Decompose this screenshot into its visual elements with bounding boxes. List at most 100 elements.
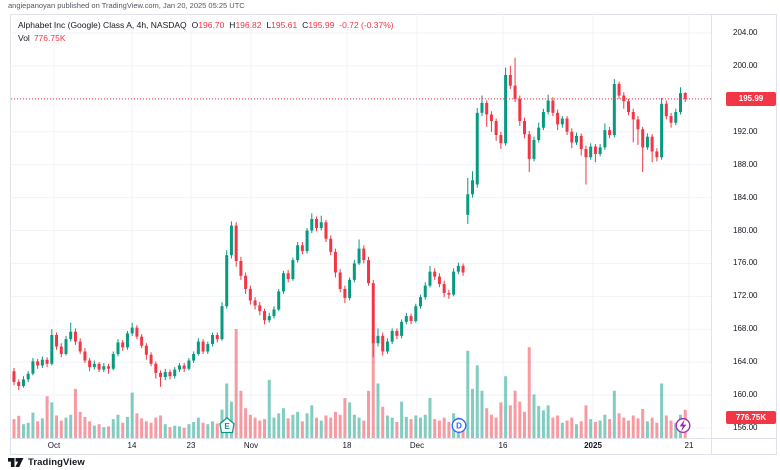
- volume-bar: [348, 402, 352, 438]
- time-axis-label: Oct: [47, 441, 61, 450]
- candle-body: [36, 361, 40, 366]
- candle-wick: [632, 108, 634, 143]
- candle-body: [589, 146, 593, 158]
- candle-body: [64, 339, 68, 354]
- volume-bar: [64, 417, 68, 438]
- candle-body: [480, 102, 484, 113]
- time-axis-label: 18: [342, 441, 352, 450]
- volume-bar: [78, 411, 82, 438]
- candle-body: [111, 353, 115, 369]
- volume-bar: [631, 415, 635, 438]
- candle-body: [362, 248, 366, 261]
- candle-body: [556, 112, 560, 125]
- candle-body: [404, 316, 408, 322]
- volume-bar: [21, 424, 25, 438]
- volume-bar: [163, 424, 167, 438]
- volume-bar: [589, 419, 593, 438]
- candle-body: [669, 116, 673, 123]
- candle-body: [92, 363, 96, 368]
- tradingview-logo-icon[interactable]: [8, 456, 24, 469]
- candle-body: [636, 119, 640, 130]
- volume-bar: [650, 417, 654, 438]
- candle-body: [272, 309, 276, 317]
- volume-bar: [518, 401, 522, 438]
- candle-body: [21, 379, 25, 387]
- dividend-marker[interactable]: [451, 418, 467, 433]
- volume-bar: [92, 425, 96, 438]
- candle-body: [348, 279, 352, 298]
- volume-bar: [291, 414, 295, 438]
- volume-bar: [83, 416, 87, 438]
- candle-body: [437, 276, 441, 284]
- volume-bar: [73, 388, 77, 438]
- volume-bar: [182, 427, 186, 438]
- volume-bar: [239, 390, 243, 438]
- candle-wick: [490, 111, 492, 132]
- candle-body: [433, 271, 437, 277]
- candle-body: [504, 74, 508, 144]
- candle-body: [329, 238, 333, 252]
- candle-body: [97, 363, 101, 370]
- candle-body: [130, 327, 134, 334]
- candle-body: [163, 372, 167, 377]
- candle-body: [371, 283, 375, 344]
- volume-bar: [17, 415, 21, 438]
- candle-body: [537, 127, 541, 140]
- symbol-title[interactable]: Alphabet Inc (Google) Class A, 4h, NASDA…: [18, 20, 187, 30]
- volume-bar: [627, 420, 631, 438]
- candle-body: [489, 114, 493, 122]
- candle-body: [428, 271, 432, 286]
- volume-bar: [404, 416, 408, 438]
- candle-body: [367, 260, 371, 284]
- price-axis-label: 164.00: [733, 357, 758, 367]
- candle-body: [159, 372, 163, 377]
- volume-bar: [636, 418, 640, 438]
- volume-bar: [225, 383, 229, 438]
- volume-bar: [489, 414, 493, 438]
- candle-body: [664, 103, 668, 117]
- volume-bar: [603, 414, 607, 438]
- volume-bar: [560, 422, 564, 438]
- volume-bar: [357, 417, 361, 438]
- volume-bar: [381, 406, 385, 438]
- candle-body: [315, 218, 319, 229]
- volume-bar: [258, 420, 262, 438]
- lightning-icon: [679, 419, 687, 432]
- candle-body: [59, 346, 63, 354]
- last-price-badge: 195.99: [726, 92, 776, 106]
- volume-bar: [59, 420, 63, 438]
- volume-bar: [504, 376, 508, 438]
- ohlc-values: O196.70 H196.82 L195.61 C195.99: [187, 20, 335, 30]
- tradingview-logo-text[interactable]: TradingView: [28, 457, 85, 468]
- candle-body: [593, 146, 597, 154]
- candle-body: [414, 306, 418, 322]
- volume-bar: [338, 414, 342, 438]
- candle-body: [419, 297, 423, 307]
- candle-body: [300, 245, 304, 252]
- candle-body: [338, 272, 342, 289]
- volume-bar: [102, 427, 106, 438]
- candle-body: [248, 288, 252, 301]
- volume-bar: [26, 422, 30, 438]
- volume-bar: [371, 336, 375, 438]
- volume-bar: [400, 401, 404, 438]
- volume-bar: [296, 411, 300, 438]
- volume-bar: [423, 414, 427, 438]
- volume-bar: [499, 402, 503, 438]
- volume-bar: [584, 405, 588, 438]
- volume-bar: [55, 415, 59, 438]
- candle-body: [12, 371, 16, 382]
- volume-bar: [315, 417, 319, 438]
- candle-body: [225, 255, 229, 307]
- volume-bar: [570, 417, 574, 438]
- candle-body: [69, 331, 73, 340]
- candle-body: [617, 84, 621, 96]
- candle-body: [281, 273, 285, 292]
- candle-body: [679, 93, 683, 112]
- candle-body: [88, 360, 92, 368]
- earnings-marker[interactable]: [219, 417, 235, 434]
- candle-body: [523, 121, 527, 135]
- volume-bar: [324, 415, 328, 438]
- candle-body: [182, 365, 186, 369]
